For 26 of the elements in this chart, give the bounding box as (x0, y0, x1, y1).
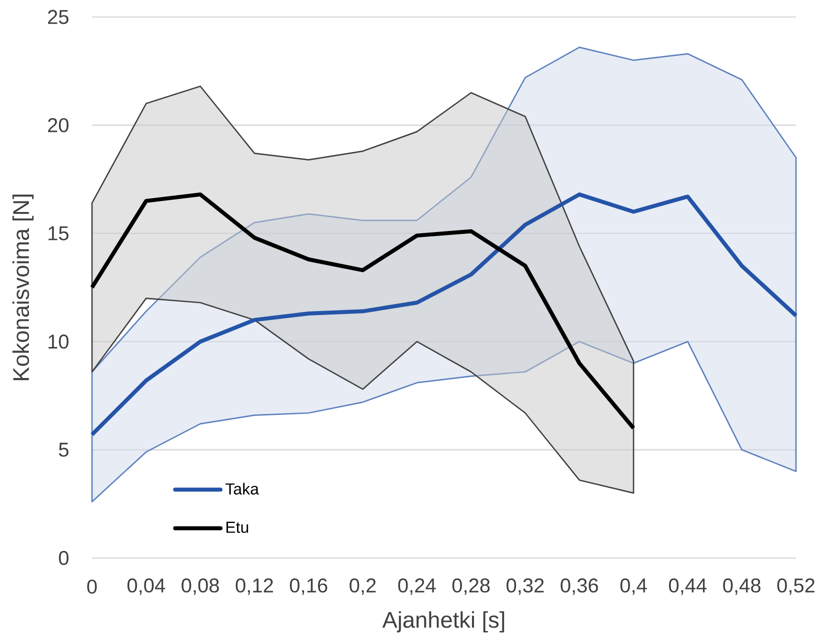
x-tick-label: 0,28 (452, 578, 490, 595)
y-tick-label: 10 (48, 334, 68, 349)
x-tick-label: 0 (87, 580, 97, 594)
y-tick-label: 0 (58, 550, 68, 566)
y-tick-label: 5 (58, 442, 68, 457)
x-tick-label: 0,44 (669, 578, 707, 595)
x-tick-label: 0,16 (290, 578, 328, 595)
x-tick-label: 0,08 (182, 578, 219, 595)
x-tick-label: 0,04 (127, 578, 166, 595)
x-tick-label: 0,36 (560, 578, 598, 595)
legend-label: Taka (226, 482, 259, 495)
x-tick-label: 0,48 (723, 578, 760, 595)
y-tick-label: 15 (48, 226, 68, 240)
x-tick-label: 0,52 (777, 578, 814, 595)
line-series (90, 192, 636, 430)
x-tick-label: 0,2 (350, 578, 376, 595)
y-tick-label: 25 (48, 10, 68, 24)
x-axis-title: Ajanhetki [s] (382, 611, 504, 632)
x-tick-label: 0,12 (236, 578, 273, 595)
line-series (90, 192, 798, 437)
x-tick-label: 0,32 (506, 578, 544, 595)
y-tick-label: 20 (48, 118, 68, 132)
x-tick-label: 0,4 (620, 578, 647, 595)
legend-label: Etu (226, 522, 248, 533)
y-axis-title: Kokonaisvoima [N] (12, 194, 34, 380)
x-tick-label: 0,24 (398, 578, 436, 595)
